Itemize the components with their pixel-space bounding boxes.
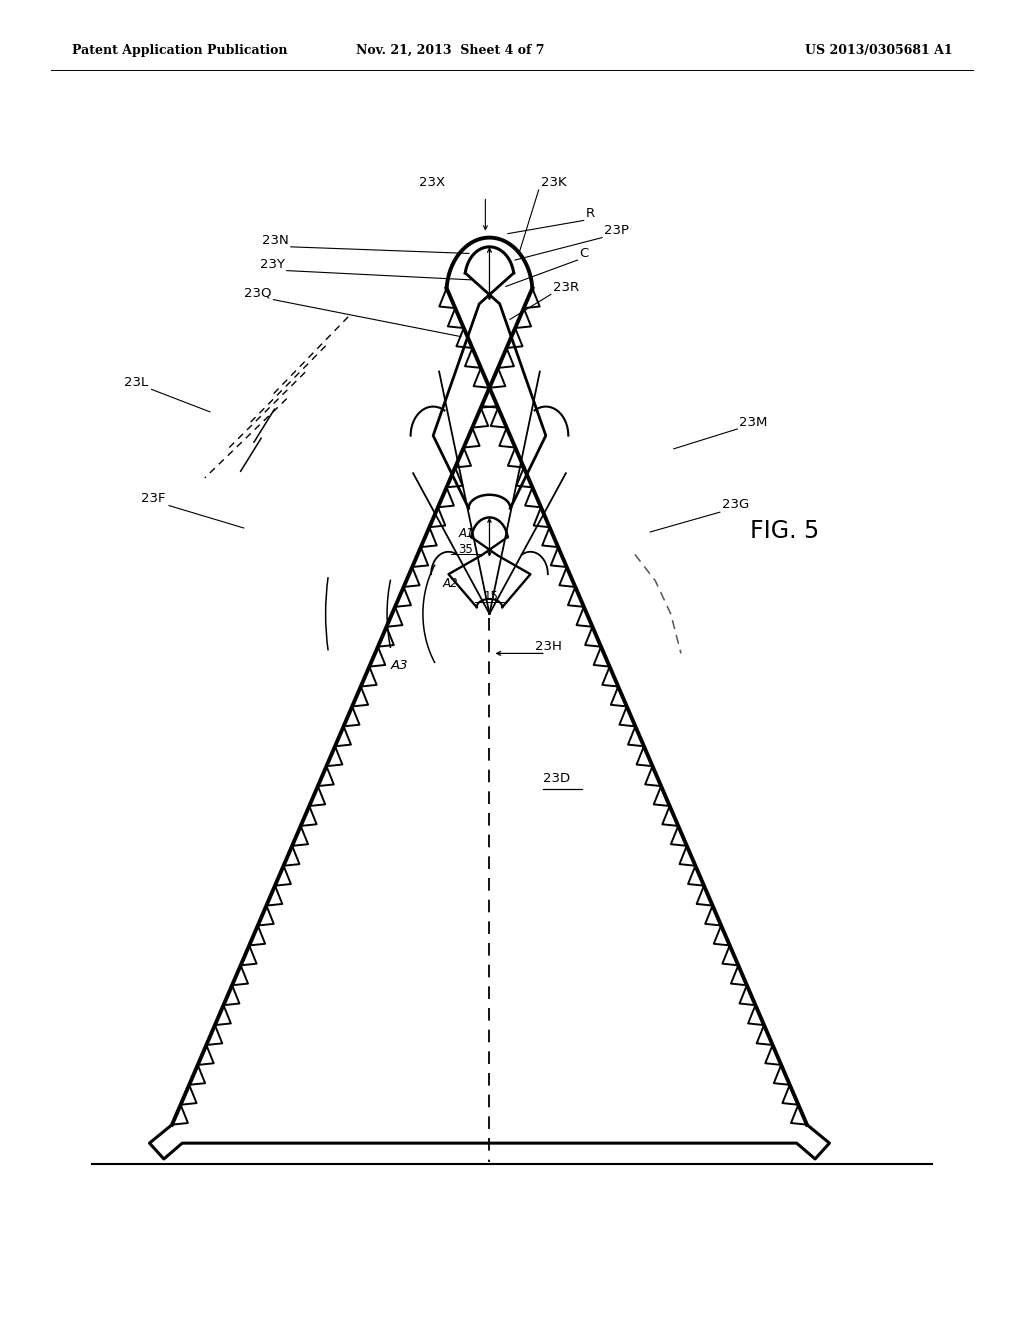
Text: 23R: 23R [553,281,580,294]
Text: 23F: 23F [141,492,166,506]
Text: 23M: 23M [739,416,768,429]
Text: 23P: 23P [604,224,629,238]
Text: 23D: 23D [543,772,569,785]
Text: 23N: 23N [262,234,289,247]
Text: 23L: 23L [124,376,148,389]
Text: 23K: 23K [541,176,566,189]
Text: 35: 35 [459,543,473,556]
Text: A3: A3 [390,659,409,672]
Text: 23Q: 23Q [244,286,271,300]
Text: Nov. 21, 2013  Sheet 4 of 7: Nov. 21, 2013 Sheet 4 of 7 [356,44,545,57]
Text: 15: 15 [484,590,499,603]
Text: R: R [586,207,595,220]
Text: C: C [580,247,589,260]
Text: 23X: 23X [419,176,445,189]
Text: 23Y: 23Y [260,257,285,271]
Text: US 2013/0305681 A1: US 2013/0305681 A1 [805,44,952,57]
Text: A2: A2 [442,577,459,590]
Text: 23G: 23G [722,498,750,511]
Text: A1: A1 [458,527,474,540]
Text: 23H: 23H [535,640,561,653]
Text: Patent Application Publication: Patent Application Publication [72,44,287,57]
Text: FIG. 5: FIG. 5 [750,519,819,543]
